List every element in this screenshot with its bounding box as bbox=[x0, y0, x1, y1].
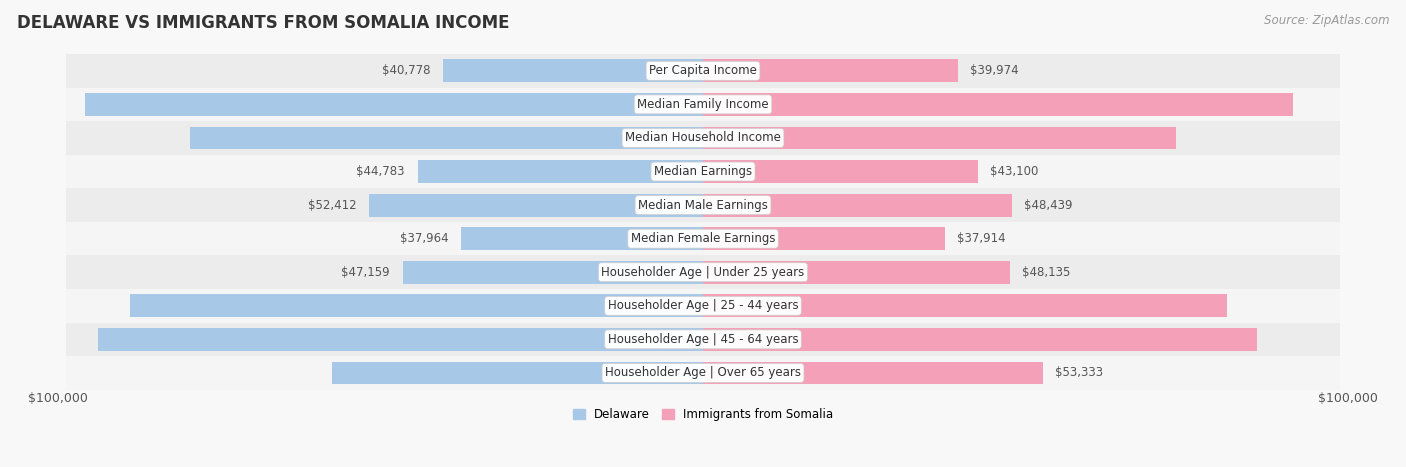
Bar bbox=[66, 54, 1340, 88]
Bar bbox=[66, 323, 1340, 356]
Bar bbox=[703, 361, 1043, 384]
Text: Median Earnings: Median Earnings bbox=[654, 165, 752, 178]
Bar bbox=[131, 294, 703, 317]
Text: $58,214: $58,214 bbox=[637, 367, 690, 380]
Bar bbox=[66, 188, 1340, 222]
Bar bbox=[66, 155, 1340, 188]
Text: $48,439: $48,439 bbox=[1025, 198, 1073, 212]
Text: $47,159: $47,159 bbox=[342, 266, 389, 279]
Text: Householder Age | Over 65 years: Householder Age | Over 65 years bbox=[605, 367, 801, 380]
Text: Householder Age | 45 - 64 years: Householder Age | 45 - 64 years bbox=[607, 333, 799, 346]
Text: $96,958: $96,958 bbox=[637, 98, 690, 111]
Bar bbox=[66, 121, 1340, 155]
Text: Householder Age | Under 25 years: Householder Age | Under 25 years bbox=[602, 266, 804, 279]
Bar bbox=[443, 59, 703, 82]
Bar bbox=[461, 227, 703, 250]
Text: $40,778: $40,778 bbox=[382, 64, 430, 78]
Bar bbox=[703, 261, 1010, 283]
Text: Median Male Earnings: Median Male Earnings bbox=[638, 198, 768, 212]
Text: $48,135: $48,135 bbox=[1022, 266, 1071, 279]
Bar bbox=[98, 328, 703, 351]
Text: $53,333: $53,333 bbox=[1056, 367, 1104, 380]
Bar bbox=[332, 361, 703, 384]
Legend: Delaware, Immigrants from Somalia: Delaware, Immigrants from Somalia bbox=[568, 404, 838, 426]
Bar bbox=[703, 93, 1294, 116]
Bar bbox=[190, 127, 703, 149]
Bar bbox=[703, 59, 957, 82]
Text: $100,000: $100,000 bbox=[1319, 392, 1378, 405]
Bar bbox=[703, 294, 1226, 317]
Bar bbox=[703, 194, 1011, 217]
Text: $44,783: $44,783 bbox=[357, 165, 405, 178]
Text: $37,914: $37,914 bbox=[957, 232, 1005, 245]
Text: $94,914: $94,914 bbox=[637, 333, 690, 346]
Text: $86,987: $86,987 bbox=[716, 333, 769, 346]
Text: $89,876: $89,876 bbox=[637, 299, 690, 312]
Text: $100,000: $100,000 bbox=[28, 392, 87, 405]
Bar bbox=[66, 255, 1340, 289]
Text: $92,609: $92,609 bbox=[716, 98, 769, 111]
Bar bbox=[402, 261, 703, 283]
Text: Per Capita Income: Per Capita Income bbox=[650, 64, 756, 78]
Text: $37,964: $37,964 bbox=[399, 232, 449, 245]
Text: Householder Age | 25 - 44 years: Householder Age | 25 - 44 years bbox=[607, 299, 799, 312]
Bar bbox=[66, 88, 1340, 121]
Text: $80,527: $80,527 bbox=[637, 131, 690, 144]
Bar bbox=[703, 328, 1257, 351]
Text: $82,188: $82,188 bbox=[716, 299, 769, 312]
Bar bbox=[66, 222, 1340, 255]
Bar bbox=[703, 127, 1177, 149]
Bar bbox=[370, 194, 703, 217]
Bar bbox=[66, 356, 1340, 390]
Bar bbox=[86, 93, 703, 116]
Bar bbox=[703, 160, 977, 183]
Text: Median Household Income: Median Household Income bbox=[626, 131, 780, 144]
Text: Source: ZipAtlas.com: Source: ZipAtlas.com bbox=[1264, 14, 1389, 27]
Text: $43,100: $43,100 bbox=[990, 165, 1039, 178]
Text: $39,974: $39,974 bbox=[970, 64, 1019, 78]
Bar bbox=[703, 227, 945, 250]
Text: Median Family Income: Median Family Income bbox=[637, 98, 769, 111]
Text: $52,412: $52,412 bbox=[308, 198, 356, 212]
Bar bbox=[418, 160, 703, 183]
Bar bbox=[66, 289, 1340, 323]
Text: $74,300: $74,300 bbox=[716, 131, 769, 144]
Text: Median Female Earnings: Median Female Earnings bbox=[631, 232, 775, 245]
Text: DELAWARE VS IMMIGRANTS FROM SOMALIA INCOME: DELAWARE VS IMMIGRANTS FROM SOMALIA INCO… bbox=[17, 14, 509, 32]
